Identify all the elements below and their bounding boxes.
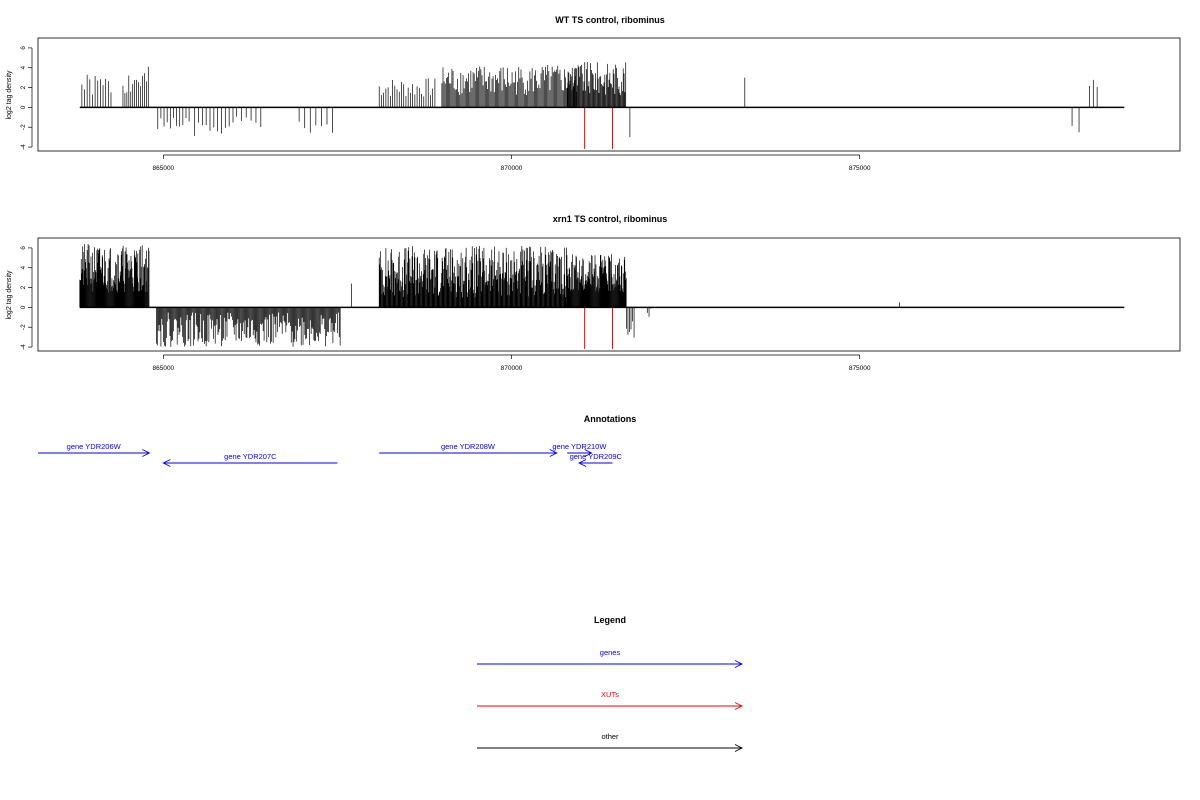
x-tick-label: 870000 — [501, 165, 523, 172]
gene-label: gene YDR210W — [552, 442, 607, 451]
y-tick-label: -4 — [20, 344, 27, 350]
panel-title: WT TS control, ribominus — [555, 15, 665, 25]
y-tick-label: 0 — [20, 105, 27, 109]
gene-arrow — [578, 459, 613, 467]
gene-label: gene YDR209C — [570, 452, 623, 461]
y-tick-label: 2 — [20, 85, 27, 89]
legend-items: genes XUTs other — [477, 648, 744, 752]
y-tick-label: -2 — [20, 124, 27, 130]
gene-label: gene YDR206W — [67, 442, 122, 451]
x-tick-label: 870000 — [501, 365, 523, 372]
gene-arrow — [38, 449, 151, 457]
legend-title: Legend — [594, 615, 626, 625]
gene-arrow — [379, 449, 558, 457]
plot-frame — [37, 237, 1181, 352]
xrn1-density-panel: xrn1 TS control, ribominus log2 tag dens… — [6, 214, 1181, 372]
legend-arrow — [477, 744, 744, 752]
legend-panel: Legend genes XUTs other — [477, 615, 744, 752]
x-tick-label: 865000 — [152, 365, 174, 372]
axes-group: -4 -2 0 2 4 6 865000 870000 875000 — [20, 46, 871, 172]
y-tick-label: 6 — [20, 46, 27, 50]
y-tick-label: 4 — [20, 266, 27, 270]
gene-label: gene YDR207C — [224, 452, 277, 461]
y-tick-label: 0 — [20, 305, 27, 309]
y-axis-label: log2 tag density — [6, 270, 13, 320]
x-tick-label: 875000 — [849, 165, 871, 172]
gene-label: gene YDR208W — [441, 442, 496, 451]
y-tick-label: -4 — [20, 144, 27, 150]
x-tick-label: 865000 — [152, 165, 174, 172]
y-tick-label: 4 — [20, 66, 27, 70]
legend-label: other — [601, 732, 619, 741]
panel-title: xrn1 TS control, ribominus — [553, 214, 668, 224]
gene-arrow — [567, 449, 593, 457]
legend-arrow — [477, 702, 744, 710]
y-tick-label: 2 — [20, 285, 27, 289]
y-tick-label: -2 — [20, 324, 27, 330]
bars-group — [79, 62, 1125, 150]
annotations-title: Annotations — [584, 414, 637, 424]
x-tick-label: 875000 — [849, 365, 871, 372]
gene-tracks: gene YDR206W gene YDR207C gene YDR208W gene… — [38, 442, 623, 467]
legend-label: genes — [600, 648, 621, 657]
axes-group: -4 -2 0 2 4 6 865000 870000 875000 — [20, 246, 871, 372]
legend-label: XUTs — [601, 690, 619, 699]
plot-frame — [37, 37, 1181, 152]
y-axis-label: log2 tag density — [6, 70, 13, 120]
y-tick-label: 6 — [20, 246, 27, 250]
bars-group — [79, 244, 1125, 350]
wt-density-panel: WT TS control, ribominus log2 tag densit… — [6, 15, 1181, 172]
legend-arrow — [477, 660, 744, 668]
gene-arrow — [162, 459, 338, 467]
